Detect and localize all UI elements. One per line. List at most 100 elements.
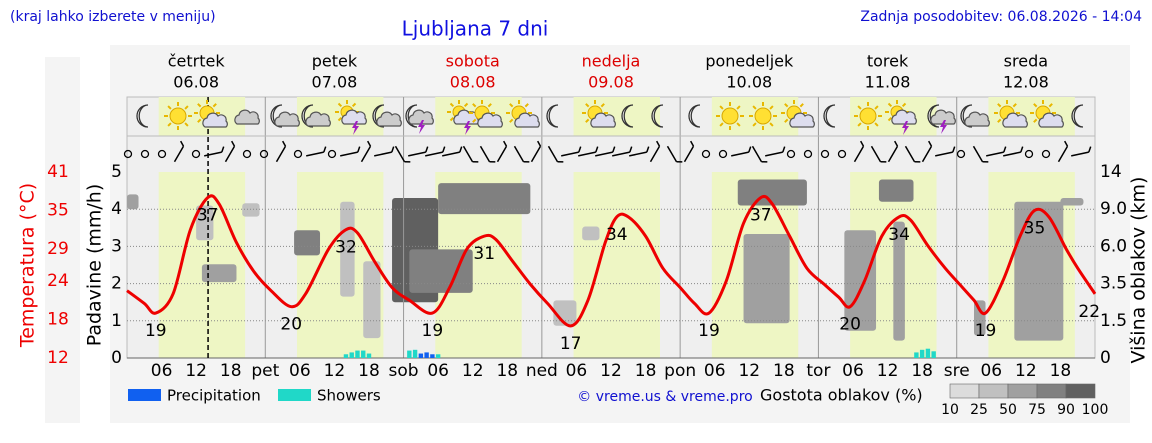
temp-label: 17 [560,334,582,354]
cloud-cell [1060,198,1084,206]
wind-barb [360,140,372,163]
day-date: 09.08 [588,73,634,92]
temp-label: 19 [422,321,444,341]
sun-ray [524,103,529,108]
wind-feather [676,161,683,163]
wind-barb [1003,146,1024,157]
moon [136,104,149,128]
wind-feather [646,146,650,153]
wind-calm [820,149,830,159]
temp-tick-label: 24 [47,271,69,291]
wind-barb [513,145,530,163]
cloud-cell [743,234,790,324]
x-tick-label: 18 [220,361,242,381]
wind-feather [489,161,496,163]
updated: Zadnja posodobitev: 06.08.2026 - 14:04 [860,9,1142,25]
wind-shaft [612,151,630,157]
wind-calm [701,149,711,159]
sun-ray [784,103,789,108]
wind-barb [904,145,921,163]
precip-bar [366,353,372,358]
x-tick-label: 06 [842,361,864,381]
precip-bar [424,352,429,358]
wind-shaft [578,151,596,157]
density-label: 90 [1057,402,1075,418]
daylight-band [573,172,660,358]
wind-calm [718,149,728,159]
weather-icon [546,104,559,128]
wind-feather [221,146,225,153]
bolt [418,120,425,134]
sun-ray [449,116,455,122]
wind-barb [935,146,956,157]
density-swatch [1036,383,1067,399]
legend-label: Showers [317,387,381,405]
wind-shaft [921,145,933,163]
weather-icon [621,104,634,128]
cloud-icon [789,112,815,128]
weather-icon [372,104,402,128]
wind-feather [357,146,361,153]
weather-icon [136,104,149,128]
precip-bar [430,354,435,358]
wind-shaft [394,145,406,163]
temp-tick-label: 12 [47,348,69,368]
weather-icon [164,102,192,130]
y-tick-label: 4 [111,199,122,219]
wind-shaft [986,151,1004,157]
weather-icon [749,102,777,130]
precip-bar [919,349,925,358]
sun-disc [859,107,877,125]
wind-barb [530,140,542,163]
cloud-icon [234,109,260,125]
wind-shaft [972,145,984,163]
wind-shaft [731,151,749,157]
sun-ray [600,103,605,108]
sun-ray [449,102,455,108]
sun-ray [997,103,1002,108]
sun-ray [337,116,343,122]
weather-icon [1071,104,1084,128]
precip-bar [914,352,919,358]
weather-icon [885,100,917,135]
bolt [940,120,947,134]
wind-shaft [649,145,661,163]
x-tick-label: 06 [704,361,726,381]
temp-label: 37 [750,206,772,226]
temp-label: 35 [1024,218,1046,238]
moon [621,104,634,128]
wind-feather [557,161,564,163]
temp-label: 19 [698,321,720,341]
day-name: torek [867,52,909,71]
sun-ray [997,118,1002,123]
cloud-cell [340,201,355,297]
legend-swatch [278,389,311,401]
day-name: četrtek [168,52,226,71]
wind-shaft [629,151,647,157]
wind-shaft [442,151,460,157]
wind-feather [690,140,695,147]
wind-shaft [853,145,865,163]
density-swatch [1065,383,1096,399]
weather-icon [927,104,956,134]
sun-ray [487,103,492,108]
wind-shaft [683,145,695,163]
wind-calm [1041,149,1051,159]
sun-ray [1012,103,1017,108]
precip-bar [355,350,360,358]
wind-barb [442,146,463,157]
weather-icon [960,104,990,128]
sun-ray [337,102,343,108]
day-date: 07.08 [312,73,358,92]
weather-icon [688,104,701,128]
density-label: 10 [941,402,959,418]
wind-shaft [340,151,358,157]
weather-icon [994,100,1028,128]
y2-axis-label: Višina oblakov (km) [1128,177,1150,364]
x-tick-label: 12 [877,361,899,381]
temp-label: 31 [473,244,495,264]
temp-tick-label: 18 [47,310,69,330]
moon [651,104,664,128]
sun-ray [184,122,189,127]
